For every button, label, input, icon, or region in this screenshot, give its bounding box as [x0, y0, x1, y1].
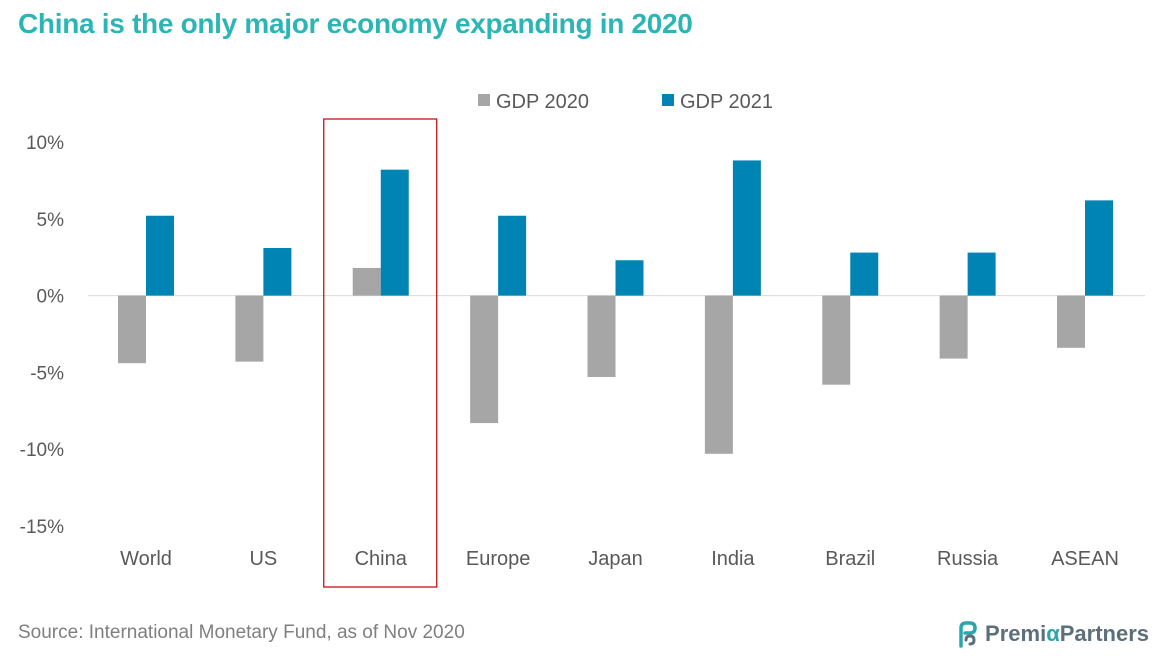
bar-gdp2020-russia: [939, 295, 968, 359]
y-tick-label: 10%: [26, 133, 64, 154]
bar-gdp2020-japan: [587, 295, 616, 378]
china-highlight-box: [323, 118, 438, 588]
bar-gdp2020-asean: [1057, 295, 1085, 348]
x-tick-label: Brazil: [825, 548, 875, 570]
brand-name: PremiαPartners: [985, 621, 1149, 646]
x-tick-label: ASEAN: [1051, 548, 1119, 570]
y-tick-label: 5%: [37, 210, 65, 231]
bar-gdp2020-india: [704, 295, 733, 454]
y-tick-label: -15%: [20, 517, 64, 538]
bar-gdp2020-china: [352, 267, 381, 296]
bar-gdp2021-asean: [1085, 200, 1113, 296]
bar-gdp2021-china: [380, 169, 409, 296]
x-tick-label: India: [711, 548, 755, 570]
y-tick-label: -10%: [20, 440, 64, 461]
bar-gdp2020-europe: [470, 295, 499, 424]
bar-gdp2021-brazil: [850, 252, 879, 296]
x-tick-label: Japan: [588, 548, 643, 570]
premia-logo-icon: [959, 621, 977, 648]
x-tick-label: Russia: [937, 548, 999, 570]
legend-swatch-gdp2021: [662, 94, 674, 106]
bar-gdp2021-world: [146, 215, 174, 296]
source-note: Source: International Monetary Fund, as …: [18, 622, 465, 643]
x-tick-label: World: [120, 548, 172, 570]
x-tick-label: US: [249, 548, 277, 570]
bar-chart: GDP 2020 GDP 2021 10% 5% 0% -5% -10% -15% Worl…: [20, 91, 1145, 588]
x-tick-label: China: [355, 548, 408, 570]
legend-label: GDP 2021: [680, 91, 773, 113]
bar-gdp2021-europe: [498, 215, 527, 296]
chart-legend: GDP 2020 GDP 2021: [478, 91, 773, 113]
bar-gdp2020-world: [118, 295, 146, 364]
brand-logo: PremiαPartners: [955, 620, 1149, 648]
bars-group: [118, 160, 1113, 454]
legend-swatch-gdp2020: [478, 94, 490, 106]
bar-gdp2021-russia: [967, 252, 996, 296]
bar-gdp2021-us: [263, 247, 292, 296]
bar-gdp2020-brazil: [822, 295, 851, 385]
legend-label: GDP 2020: [496, 91, 589, 113]
bar-gdp2021-japan: [615, 260, 644, 296]
bar-gdp2021-india: [732, 160, 761, 296]
y-tick-label: 0%: [37, 287, 65, 308]
y-axis: 10% 5% 0% -5% -10% -15%: [20, 133, 64, 538]
x-tick-label: Europe: [466, 548, 531, 570]
chart-title: China is the only major economy expandin…: [18, 8, 693, 39]
x-axis: World US China Europe Japan India Brazil Russia…: [120, 548, 1119, 570]
bar-gdp2020-us: [235, 295, 264, 362]
y-tick-label: -5%: [30, 363, 64, 384]
